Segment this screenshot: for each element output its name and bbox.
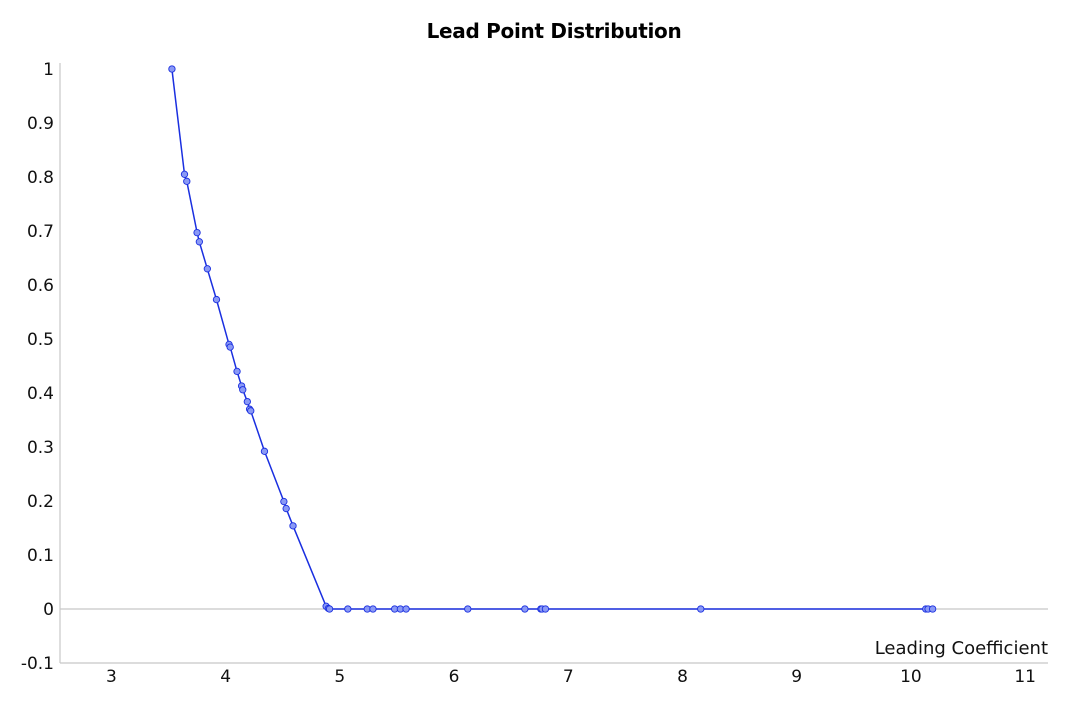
- x-tick-label: 10: [900, 667, 922, 687]
- data-point: [243, 397, 251, 406]
- x-tick-label: 5: [334, 667, 345, 687]
- data-point: [402, 605, 410, 613]
- y-tick-label: 0.5: [27, 330, 54, 350]
- x-tick-label: 4: [220, 667, 231, 687]
- x-tick-label: 11: [1014, 667, 1036, 687]
- data-point: [464, 605, 472, 613]
- data-point: [168, 65, 176, 73]
- data-points: [168, 65, 937, 613]
- axes: [59, 63, 1048, 664]
- y-tick-label: 0.4: [27, 384, 54, 404]
- data-point: [325, 605, 334, 613]
- data-point: [282, 504, 290, 513]
- y-tick-label: 0: [43, 600, 54, 620]
- x-tick-label: 3: [106, 667, 117, 687]
- data-point: [369, 605, 377, 613]
- data-point: [344, 605, 352, 613]
- data-point: [928, 605, 937, 613]
- x-tick-labels: 3 4 5 6 7 8 9 10 11: [106, 667, 1036, 687]
- x-axis-title: Leading Coefficient: [875, 638, 1048, 659]
- x-tick-label: 9: [791, 667, 802, 687]
- y-tick-label: 0.8: [27, 168, 54, 188]
- data-point: [183, 177, 191, 185]
- data-point: [280, 497, 288, 506]
- data-point: [212, 295, 221, 304]
- y-tick-label: 0.6: [27, 276, 54, 296]
- y-tick-label: 0.1: [27, 546, 54, 566]
- data-point: [180, 170, 189, 178]
- data-point: [289, 522, 297, 530]
- y-tick-label: 0.7: [27, 222, 54, 242]
- data-point: [521, 605, 529, 613]
- x-tick-label: 8: [677, 667, 688, 687]
- data-point: [195, 238, 203, 246]
- data-point: [541, 605, 550, 613]
- y-tick-label: 0.9: [27, 114, 54, 134]
- data-point: [193, 228, 201, 237]
- y-tick-label: 0.2: [27, 492, 54, 512]
- x-tick-label: 7: [563, 667, 574, 687]
- y-tick-label: 1: [43, 60, 54, 80]
- data-point: [226, 343, 234, 351]
- data-point: [247, 407, 255, 415]
- data-point: [203, 265, 211, 273]
- data-point: [697, 605, 705, 613]
- y-tick-labels: 1 0.9 0.8 0.7 0.6 0.5 0.4 0.3 0.2 0.1 0 -0.1: [21, 60, 54, 674]
- y-tick-label: 0.3: [27, 438, 54, 458]
- y-tick-label: -0.1: [21, 654, 54, 674]
- x-tick-label: 6: [449, 667, 460, 687]
- series-line: [171, 68, 933, 610]
- data-point: [260, 447, 269, 455]
- data-point: [233, 367, 241, 376]
- data-point: [239, 386, 247, 394]
- chart-title: Lead Point Distribution: [426, 19, 682, 43]
